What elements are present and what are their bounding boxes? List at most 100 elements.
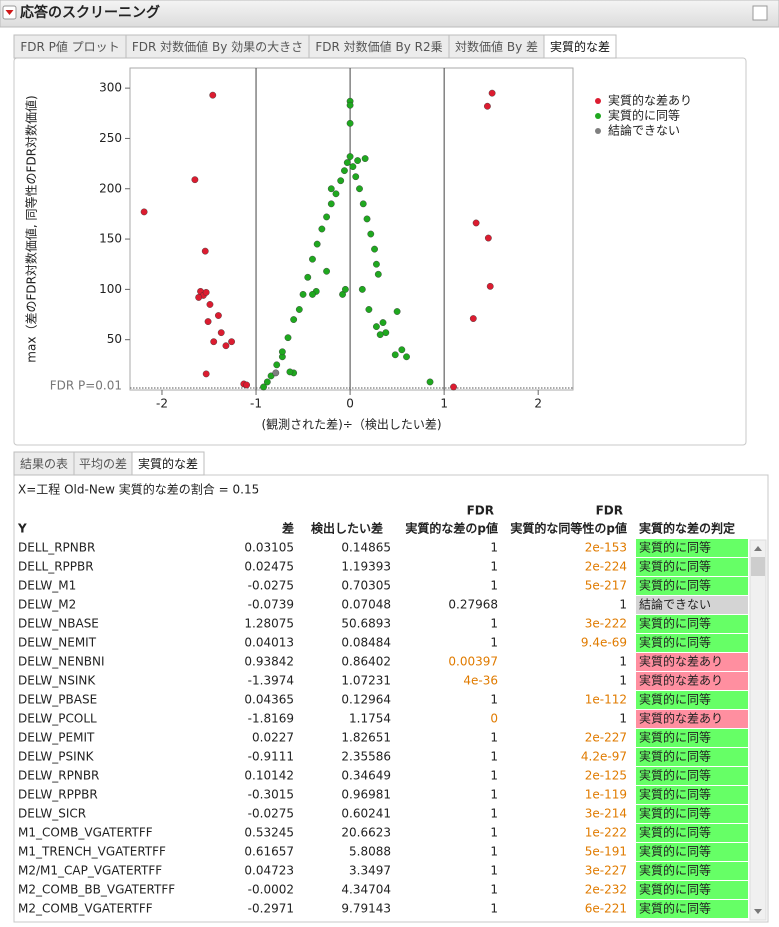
judgement-cell — [636, 596, 748, 614]
legend-label: 実質的な差あり — [608, 93, 692, 108]
cell: 0.60241 — [341, 807, 391, 821]
legend-marker — [595, 113, 601, 119]
row-label: DELW_NBASE — [18, 617, 99, 631]
outer-tabs: FDR P値 プロット FDR 対数価値 By 効果の大きさ FDR 対数価値 By… — [13, 34, 617, 59]
row-label: DELW_PCOLL — [18, 712, 97, 726]
point — [349, 163, 357, 171]
judgement-cell — [636, 691, 748, 709]
cell: -0.0002 — [248, 883, 294, 897]
cell: 実質的に同等 — [639, 540, 711, 555]
point — [299, 291, 307, 298]
cell: 5e-191 — [585, 845, 627, 859]
scroll-down[interactable] — [754, 909, 762, 914]
cell: 9.79143 — [341, 902, 391, 916]
cell: 0.86402 — [341, 655, 391, 669]
point — [260, 383, 267, 391]
cell: 実質的に同等 — [639, 825, 711, 840]
row-label: DELW_NENBNI — [18, 655, 105, 669]
point — [140, 208, 148, 216]
cell: 1 — [490, 731, 498, 745]
tab[interactable] — [131, 451, 205, 476]
row-label: DELL_RPNBR — [18, 541, 95, 555]
row-label: M2_COMB_VGATERTFF — [18, 902, 153, 916]
point — [337, 177, 345, 185]
scroll-up[interactable] — [754, 546, 762, 551]
tab-label[interactable]: 実質的な差 — [138, 456, 198, 471]
y-tick-label: 300 — [99, 81, 122, 95]
cell: 実質的に同等 — [639, 749, 711, 764]
tab-label[interactable]: FDR P値 プロット — [20, 39, 119, 54]
point — [373, 260, 380, 268]
scroll-thumb[interactable] — [751, 557, 765, 576]
window-button[interactable] — [752, 5, 768, 21]
title-bar — [0, 0, 779, 28]
judgement-cell — [636, 786, 748, 804]
cell: -0.0275 — [248, 579, 294, 593]
cell: 0.70305 — [341, 579, 391, 593]
cell: 4.2e-97 — [581, 750, 627, 764]
cell: 1 — [490, 560, 498, 574]
cell: 実質的な差あり — [639, 654, 723, 669]
point — [484, 234, 492, 242]
y-tick-label: 50 — [107, 332, 122, 346]
cell: 0.53245 — [244, 826, 294, 840]
point — [373, 323, 380, 331]
tab-label[interactable]: 実質的な差 — [550, 39, 610, 54]
cell: 実質的な差あり — [639, 673, 723, 688]
scrollbar[interactable] — [749, 539, 767, 921]
x-tick-label: -2 — [156, 397, 168, 411]
cell: 1 — [490, 902, 498, 916]
point — [379, 319, 387, 326]
tab-label[interactable]: 平均の差 — [79, 457, 127, 471]
cell: 0.04365 — [244, 693, 294, 707]
cell: 5e-217 — [585, 579, 627, 593]
point — [195, 294, 203, 301]
cell: 実質的に同等 — [639, 844, 711, 859]
point — [341, 285, 349, 293]
cell: 1 — [619, 655, 627, 669]
plot-frame — [129, 67, 574, 391]
point — [290, 316, 298, 323]
cell: 1 — [619, 674, 627, 688]
point — [469, 315, 477, 322]
cell: -0.0275 — [248, 807, 294, 821]
column-header: Y — [17, 522, 27, 536]
cell: 実質的に同等 — [639, 768, 711, 783]
tab-label[interactable]: FDR 対数価値 By R2乗 — [315, 39, 442, 54]
point — [284, 334, 292, 342]
cell: 50.6893 — [341, 617, 391, 631]
cell: 0.00397 — [448, 655, 498, 669]
row-label: DELW_M1 — [18, 579, 76, 593]
row-label: DELW_RPPBR — [18, 788, 98, 802]
tab[interactable] — [543, 34, 617, 59]
judgement-cell — [636, 767, 748, 785]
point — [206, 301, 214, 308]
legend-marker — [595, 128, 601, 134]
judgement-cell — [636, 539, 748, 557]
y-tick-label: 200 — [99, 181, 122, 195]
column-header: FDR — [596, 504, 623, 518]
cell: 4.34704 — [341, 883, 391, 897]
tab-label[interactable]: 結果の表 — [20, 457, 68, 471]
tab-label[interactable]: FDR 対数価値 By 効果の大きさ — [132, 39, 303, 54]
point — [358, 285, 366, 293]
cell: 1e-119 — [585, 788, 627, 802]
cell: 0.27968 — [448, 598, 498, 612]
point — [346, 153, 354, 160]
point — [341, 167, 348, 175]
cell: 実質的に同等 — [639, 730, 711, 745]
row-label: DELW_M2 — [18, 598, 76, 612]
tab-label[interactable]: 対数価値 By 差 — [455, 39, 538, 54]
column-header: FDR — [467, 504, 494, 518]
y-tick-label: 250 — [99, 131, 122, 145]
row-label: DELW_PBASE — [18, 693, 97, 707]
point — [191, 176, 199, 184]
cell: 実質的に同等 — [639, 635, 711, 650]
judgement-cell — [636, 615, 748, 633]
point — [332, 190, 340, 198]
cell: 1 — [490, 845, 498, 859]
judgement-cell — [636, 558, 748, 576]
point — [323, 213, 330, 221]
cell: 0.04013 — [244, 636, 294, 650]
